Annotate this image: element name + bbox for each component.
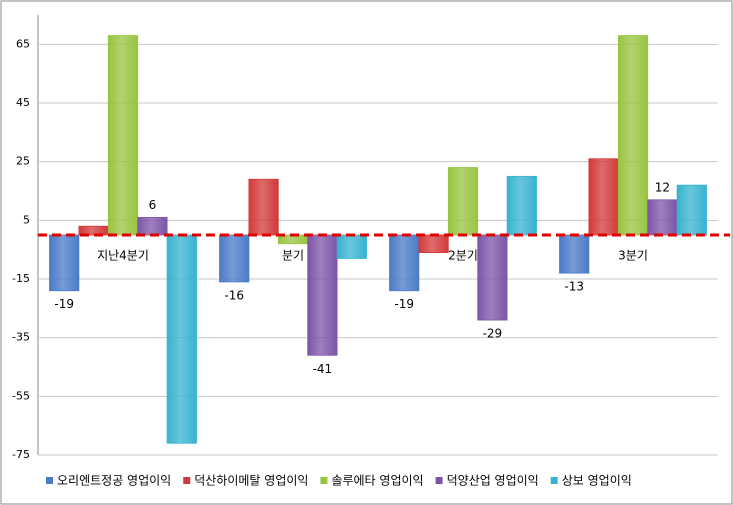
y-tick-label: 45 bbox=[16, 96, 30, 109]
bar bbox=[617, 35, 649, 236]
x-tick-label: 분기 bbox=[282, 249, 304, 263]
bar bbox=[107, 35, 139, 236]
bar bbox=[389, 234, 420, 292]
bar bbox=[477, 234, 508, 321]
bar bbox=[647, 199, 678, 236]
y-tick-label: -55 bbox=[12, 389, 30, 402]
data-label: 12 bbox=[655, 180, 670, 194]
data-label: -13 bbox=[564, 280, 584, 294]
y-tick-label: 25 bbox=[16, 155, 30, 168]
data-label: -16 bbox=[224, 288, 244, 302]
bar bbox=[588, 158, 619, 236]
legend-label: 덕양산업 영업이익 bbox=[447, 474, 539, 488]
data-label: -19 bbox=[394, 297, 414, 311]
bar bbox=[166, 234, 197, 444]
legend-label: 솔루에타 영업이익 bbox=[331, 474, 423, 488]
y-tick-label: -15 bbox=[12, 272, 30, 285]
bar bbox=[676, 184, 707, 236]
bar bbox=[336, 234, 367, 259]
legend-swatch bbox=[550, 477, 558, 484]
bar bbox=[506, 175, 537, 236]
bar bbox=[447, 167, 479, 236]
bar bbox=[219, 234, 250, 283]
data-label: -19 bbox=[54, 297, 74, 311]
y-tick-label: -35 bbox=[12, 331, 30, 344]
data-label: -29 bbox=[483, 327, 503, 341]
bar bbox=[559, 234, 590, 274]
bar bbox=[49, 234, 80, 292]
legend-swatch bbox=[183, 477, 191, 484]
bar bbox=[248, 178, 279, 236]
legend-swatch bbox=[435, 477, 443, 484]
legend-swatch bbox=[320, 477, 328, 484]
legend-label: 상보 영업이익 bbox=[562, 474, 632, 488]
bar bbox=[307, 234, 338, 356]
y-tick-label: 65 bbox=[16, 37, 30, 50]
y-tick-label: -75 bbox=[12, 448, 30, 461]
bar bbox=[418, 234, 449, 254]
data-label: 6 bbox=[149, 198, 157, 212]
x-tick-label: 지난4분기 bbox=[97, 249, 149, 263]
data-label: -41 bbox=[313, 362, 333, 376]
legend-label: 덕산하이메탈 영업이익 bbox=[194, 474, 308, 488]
x-tick-label: 3분기 bbox=[618, 249, 648, 263]
y-tick-label: 5 bbox=[23, 213, 30, 226]
legend-swatch bbox=[46, 477, 53, 484]
legend-label: 오리엔트정공 영업이익 bbox=[57, 474, 171, 488]
bar bbox=[137, 216, 168, 236]
x-tick-label: 2분기 bbox=[448, 249, 478, 263]
